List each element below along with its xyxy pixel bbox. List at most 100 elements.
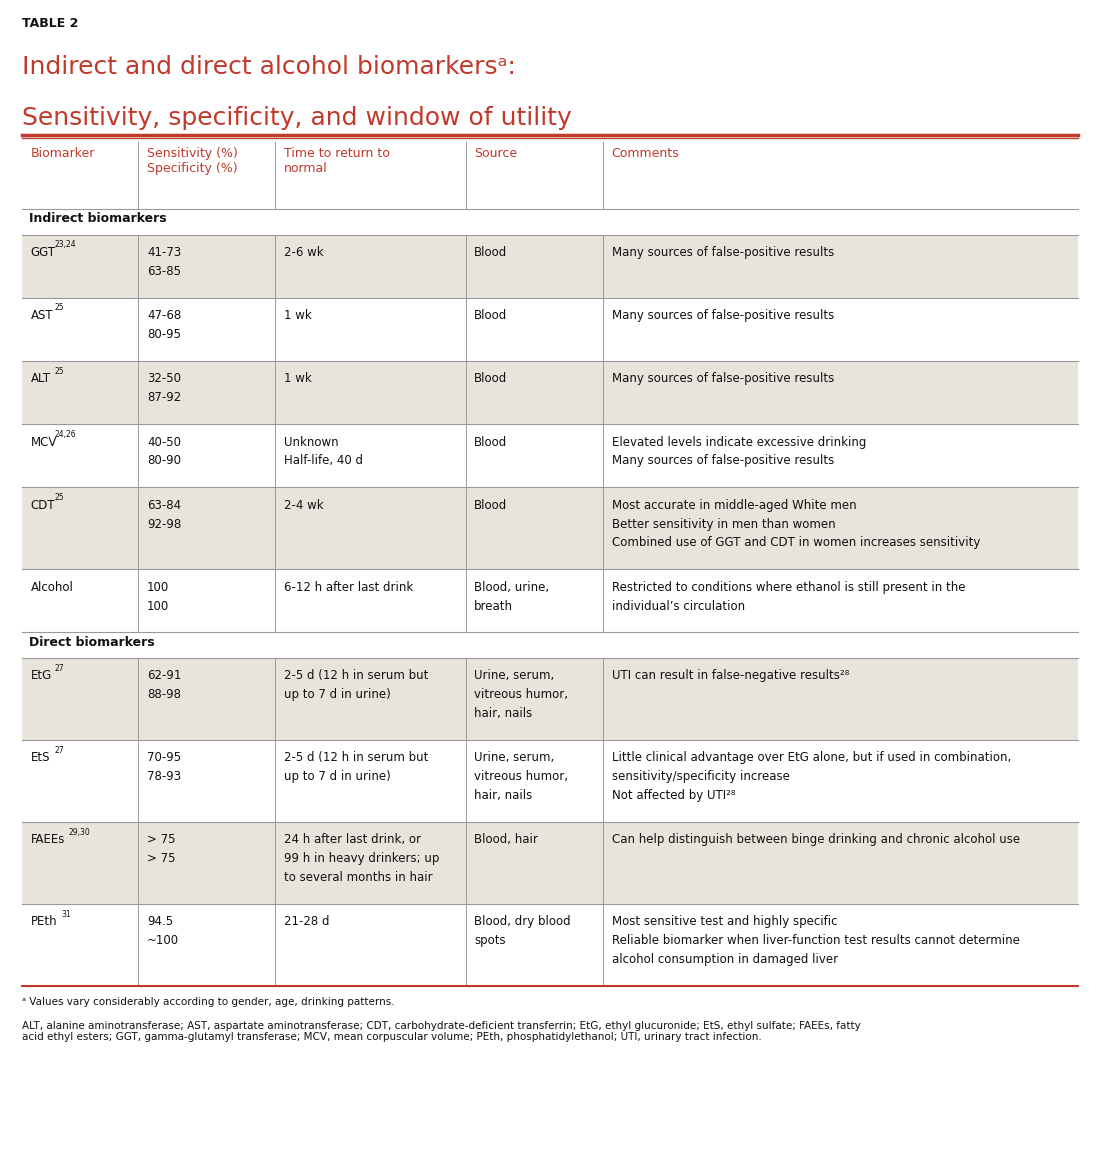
Text: 88-98: 88-98 — [147, 688, 182, 701]
Text: Blood: Blood — [474, 435, 507, 448]
Text: breath: breath — [474, 599, 514, 613]
Text: > 75: > 75 — [147, 834, 176, 846]
Text: Blood: Blood — [474, 246, 507, 259]
Bar — [22, 235, 1078, 297]
Text: 2-5 d (12 h in serum but: 2-5 d (12 h in serum but — [284, 751, 429, 764]
Text: 2-6 wk: 2-6 wk — [284, 246, 323, 259]
Text: UTI can result in false-negative results²⁸: UTI can result in false-negative results… — [612, 670, 849, 683]
Text: Alcohol: Alcohol — [31, 580, 74, 593]
Text: alcohol consumption in damaged liver: alcohol consumption in damaged liver — [612, 953, 838, 966]
Text: 31: 31 — [62, 909, 72, 918]
Text: Elevated levels indicate excessive drinking: Elevated levels indicate excessive drink… — [612, 435, 866, 448]
Text: 21-28 d: 21-28 d — [284, 915, 330, 929]
Text: Blood, hair: Blood, hair — [474, 834, 538, 846]
Text: sensitivity/specificity increase: sensitivity/specificity increase — [612, 770, 790, 784]
Text: individual’s circulation: individual’s circulation — [612, 599, 745, 613]
Text: Reliable biomarker when liver-function test results cannot determine: Reliable biomarker when liver-function t… — [612, 935, 1020, 947]
Text: Blood, urine,: Blood, urine, — [474, 580, 549, 593]
Text: Can help distinguish between binge drinking and chronic alcohol use: Can help distinguish between binge drink… — [612, 834, 1020, 846]
Text: 100: 100 — [147, 580, 169, 593]
Text: EtG: EtG — [31, 670, 52, 683]
Text: Biomarker: Biomarker — [31, 147, 96, 160]
Text: up to 7 d in urine): up to 7 d in urine) — [284, 688, 390, 701]
Text: Comments: Comments — [612, 147, 679, 160]
Bar — [22, 633, 1078, 658]
Text: 25: 25 — [54, 303, 64, 312]
Text: 99 h in heavy drinkers; up: 99 h in heavy drinkers; up — [284, 852, 440, 865]
Text: to several months in hair: to several months in hair — [284, 871, 433, 884]
Text: PEth: PEth — [31, 915, 57, 929]
Text: Blood, dry blood: Blood, dry blood — [474, 915, 571, 929]
Text: 63-85: 63-85 — [147, 265, 182, 277]
Text: hair, nails: hair, nails — [474, 707, 532, 720]
Text: 92-98: 92-98 — [147, 518, 182, 531]
Text: Most accurate in middle-aged White men: Most accurate in middle-aged White men — [612, 499, 856, 512]
Text: 32-50: 32-50 — [147, 373, 182, 385]
Text: Most sensitive test and highly specific: Most sensitive test and highly specific — [612, 915, 837, 929]
Bar — [22, 903, 1078, 986]
Text: ᵃ Values vary considerably according to gender, age, drinking patterns.: ᵃ Values vary considerably according to … — [22, 997, 395, 1008]
Text: ALT: ALT — [31, 373, 51, 385]
Text: 1 wk: 1 wk — [284, 373, 312, 385]
Text: Unknown: Unknown — [284, 435, 339, 448]
Bar — [22, 569, 1078, 633]
Text: 78-93: 78-93 — [147, 770, 182, 784]
Text: 100: 100 — [147, 599, 169, 613]
Text: Many sources of false-positive results: Many sources of false-positive results — [612, 246, 834, 259]
Text: Not affected by UTI²⁸: Not affected by UTI²⁸ — [612, 789, 735, 802]
Text: 80-95: 80-95 — [147, 329, 182, 341]
Text: 63-84: 63-84 — [147, 499, 182, 512]
Text: 62-91: 62-91 — [147, 670, 182, 683]
Text: Restricted to conditions where ethanol is still present in the: Restricted to conditions where ethanol i… — [612, 580, 965, 593]
Text: MCV: MCV — [31, 435, 57, 448]
Bar — [22, 488, 1078, 569]
Text: 2-4 wk: 2-4 wk — [284, 499, 323, 512]
Text: 6-12 h after last drink: 6-12 h after last drink — [284, 580, 414, 593]
Text: TABLE 2: TABLE 2 — [22, 17, 78, 30]
Text: 24,26: 24,26 — [54, 430, 76, 439]
Text: Sensitivity (%)
Specificity (%): Sensitivity (%) Specificity (%) — [147, 147, 238, 175]
Text: > 75: > 75 — [147, 852, 176, 865]
Text: Sensitivity, specificity, and window of utility: Sensitivity, specificity, and window of … — [22, 106, 572, 130]
Text: Urine, serum,: Urine, serum, — [474, 670, 554, 683]
Bar — [22, 822, 1078, 903]
Text: vitreous humor,: vitreous humor, — [474, 688, 569, 701]
Bar — [22, 740, 1078, 822]
Text: Better sensitivity in men than women: Better sensitivity in men than women — [612, 518, 835, 531]
Text: 1 wk: 1 wk — [284, 309, 312, 323]
Text: spots: spots — [474, 935, 506, 947]
Bar — [22, 361, 1078, 424]
Text: 40-50: 40-50 — [147, 435, 182, 448]
Text: Indirect biomarkers: Indirect biomarkers — [29, 212, 166, 225]
Text: 24 h after last drink, or: 24 h after last drink, or — [284, 834, 421, 846]
Text: 27: 27 — [54, 745, 64, 755]
Text: Little clinical advantage over EtG alone, but if used in combination,: Little clinical advantage over EtG alone… — [612, 751, 1011, 764]
Text: Combined use of GGT and CDT in women increases sensitivity: Combined use of GGT and CDT in women inc… — [612, 536, 980, 549]
Text: 25: 25 — [54, 367, 64, 376]
Text: AST: AST — [31, 309, 54, 323]
Text: 2-5 d (12 h in serum but: 2-5 d (12 h in serum but — [284, 670, 429, 683]
Text: Indirect and direct alcohol biomarkersᵃ:: Indirect and direct alcohol biomarkersᵃ: — [22, 55, 516, 79]
Text: Half-life, 40 d: Half-life, 40 d — [284, 454, 363, 468]
Text: 29,30: 29,30 — [68, 828, 90, 837]
Text: ALT, alanine aminotransferase; AST, aspartate aminotransferase; CDT, carbohydrat: ALT, alanine aminotransferase; AST, aspa… — [22, 1021, 860, 1043]
Text: 47-68: 47-68 — [147, 309, 182, 323]
Text: hair, nails: hair, nails — [474, 789, 532, 802]
Text: 41-73: 41-73 — [147, 246, 182, 259]
Text: Direct biomarkers: Direct biomarkers — [29, 636, 154, 649]
Text: Many sources of false-positive results: Many sources of false-positive results — [612, 309, 834, 323]
Text: ~100: ~100 — [147, 935, 179, 947]
Text: CDT: CDT — [31, 499, 55, 512]
Bar — [22, 297, 1078, 361]
Bar — [22, 658, 1078, 740]
Text: 80-90: 80-90 — [147, 454, 182, 468]
Text: Many sources of false-positive results: Many sources of false-positive results — [612, 454, 834, 468]
Text: 27: 27 — [54, 664, 64, 672]
Text: FAEEs: FAEEs — [31, 834, 65, 846]
Text: Many sources of false-positive results: Many sources of false-positive results — [612, 373, 834, 385]
Text: GGT: GGT — [31, 246, 56, 259]
Bar — [22, 142, 1078, 209]
Text: 25: 25 — [54, 493, 64, 502]
Text: vitreous humor,: vitreous humor, — [474, 770, 569, 784]
Text: Blood: Blood — [474, 499, 507, 512]
